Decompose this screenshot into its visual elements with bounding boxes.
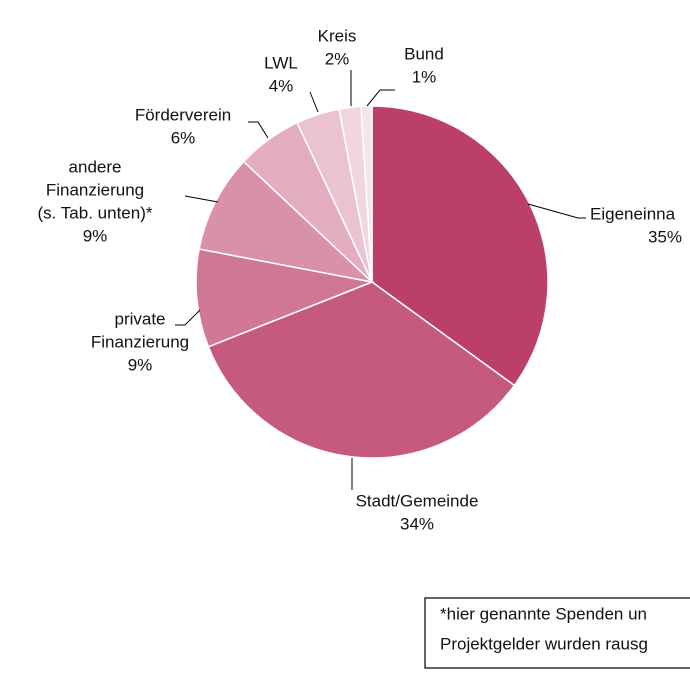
slice-label: private xyxy=(114,309,165,328)
slice-label: andere xyxy=(69,157,122,176)
leader-line xyxy=(184,195,219,203)
value-label: 2% xyxy=(325,49,350,68)
leader-line xyxy=(366,89,395,107)
pie-slice xyxy=(371,105,549,387)
slice-label: Eigeneinna xyxy=(590,204,676,223)
value-label: 34% xyxy=(400,514,434,533)
leader-line xyxy=(175,309,201,326)
pie-slice xyxy=(198,160,375,284)
value-label: 9% xyxy=(83,226,108,245)
value-label: 1% xyxy=(412,67,437,86)
note-box xyxy=(424,597,690,669)
slice-label: Finanzierung xyxy=(46,180,144,199)
slice-label: LWL xyxy=(264,53,298,72)
slice-label: Bund xyxy=(404,44,444,63)
pie-slice xyxy=(207,281,516,459)
value-label: 4% xyxy=(269,76,294,95)
slice-label: Kreis xyxy=(318,26,357,45)
slice-label: Stadt/Gemeinde xyxy=(356,491,479,510)
leader-line xyxy=(527,203,586,219)
leader-line xyxy=(248,121,269,139)
note-line: *hier genannte Spenden un xyxy=(440,604,647,623)
value-label: 6% xyxy=(171,128,196,147)
leader-line xyxy=(309,91,319,113)
slice-label: Finanzierung xyxy=(91,332,189,351)
value-label: 35% xyxy=(648,227,682,246)
slice-label: Förderverein xyxy=(135,105,231,124)
value-label: 9% xyxy=(128,355,153,374)
pie-slice xyxy=(195,248,375,348)
slice-label: (s. Tab. unten)* xyxy=(38,203,153,222)
pie-slice xyxy=(360,105,373,283)
note-line: Projektgelder wurden rausg xyxy=(440,634,648,653)
